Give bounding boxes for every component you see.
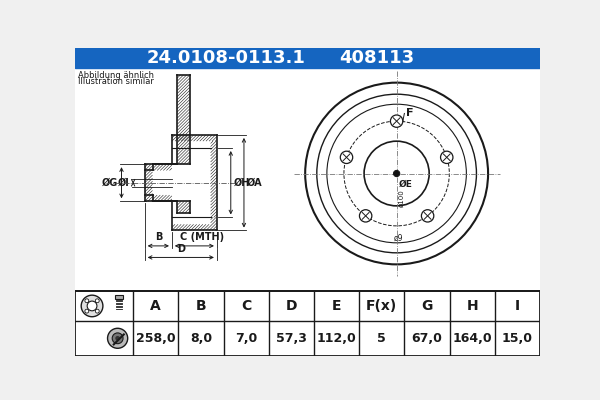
Bar [75,68,540,291]
Circle shape [364,141,429,206]
Circle shape [95,299,99,303]
Text: C (MTH): C (MTH) [180,232,224,242]
Text: 164,0: 164,0 [452,332,492,345]
Bar [172,135,217,230]
Text: C: C [241,299,251,313]
Text: B: B [196,299,206,313]
Text: ØI: ØI [118,178,129,188]
Circle shape [440,151,453,164]
Circle shape [115,336,120,341]
Text: 258,0: 258,0 [136,332,176,345]
Bar [178,75,190,183]
Text: ØA: ØA [247,178,263,188]
Circle shape [305,83,488,264]
Circle shape [359,210,372,222]
Text: F(x): F(x) [366,299,397,313]
Text: I: I [515,299,520,313]
Circle shape [340,151,353,164]
Bar [115,295,123,299]
Text: ØE: ØE [399,180,413,189]
Circle shape [394,170,400,176]
Text: 24.0108-0113.1: 24.0108-0113.1 [146,49,305,67]
Text: 112,0: 112,0 [317,332,356,345]
Circle shape [87,301,97,311]
Text: 67,0: 67,0 [412,332,442,345]
Text: G: G [421,299,433,313]
Circle shape [85,309,89,313]
Text: A: A [151,299,161,313]
Text: 8,0: 8,0 [190,332,212,345]
Text: D: D [286,299,297,313]
Text: 5: 5 [377,332,386,345]
Text: ØG: ØG [101,178,118,188]
Text: 57,3: 57,3 [276,332,307,345]
Bar [75,291,540,356]
Bar [145,164,172,201]
Text: B: B [155,232,162,242]
Text: Abbildung ähnlich: Abbildung ähnlich [78,71,154,80]
Text: ø100: ø100 [399,189,405,207]
Text: 7,0: 7,0 [235,332,257,345]
Bar [75,291,540,356]
Text: ø9: ø9 [394,234,404,242]
Text: E: E [332,299,341,313]
Circle shape [85,299,89,303]
Circle shape [391,115,403,127]
Text: Illustration similar: Illustration similar [78,77,154,86]
Text: D: D [177,244,185,254]
Text: ØH: ØH [234,178,250,188]
Circle shape [81,295,103,317]
Circle shape [95,309,99,313]
Circle shape [421,210,434,222]
Text: H: H [466,299,478,313]
Bar [75,48,540,68]
Text: F: F [406,108,413,118]
Text: 408113: 408113 [340,49,415,67]
Circle shape [112,333,123,344]
Circle shape [107,328,128,348]
Text: 15,0: 15,0 [502,332,533,345]
